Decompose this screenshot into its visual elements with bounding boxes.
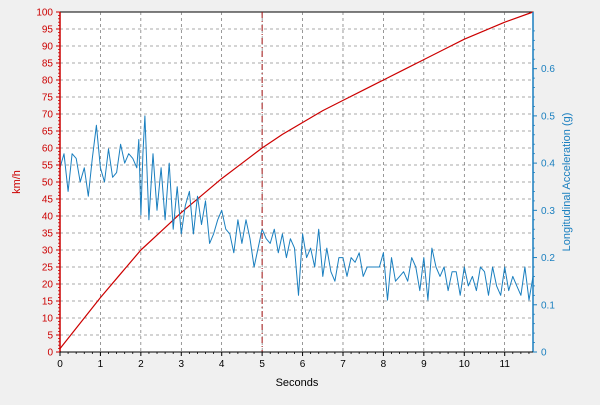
right-tick-label: 0.3 [541, 206, 555, 217]
right-tick-label: 0.1 [541, 300, 555, 311]
x-tick-label: 0 [57, 359, 63, 370]
left-tick-label: 45 [42, 195, 54, 206]
left-tick-label: 35 [42, 229, 54, 240]
right-tick-label: 0.5 [541, 111, 555, 122]
left-tick-label: 85 [42, 59, 54, 70]
x-tick-label: 11 [500, 359, 511, 370]
right-tick-label: 0 [541, 348, 547, 359]
left-tick-label: 70 [42, 110, 54, 121]
series-group [59, 11, 534, 349]
left-tick-label: 55 [42, 161, 54, 172]
x-tick-label: 10 [459, 359, 471, 370]
axes-group: 0510152025303540455055606570758085909510… [36, 8, 555, 371]
left-tick-label: 100 [36, 8, 53, 19]
left-tick-label: 95 [42, 25, 54, 36]
left-tick-label: 30 [42, 246, 54, 257]
speed-series-line [59, 11, 534, 349]
right-tick-label: 0.2 [541, 253, 555, 264]
left-tick-label: 40 [42, 212, 54, 223]
x-tick-label: 6 [300, 359, 306, 370]
right-tick-label: 0.6 [541, 64, 555, 75]
left-axis-label: km/h [11, 170, 23, 194]
x-tick-label: 1 [98, 359, 104, 370]
x-tick-label: 2 [138, 359, 144, 370]
left-tick-label: 75 [42, 93, 54, 104]
left-tick-label: 20 [42, 280, 54, 291]
left-tick-label: 25 [42, 263, 54, 274]
x-tick-label: 4 [219, 359, 225, 370]
x-tick-label: 8 [381, 359, 387, 370]
x-tick-label: 5 [259, 359, 265, 370]
left-tick-label: 5 [47, 331, 53, 342]
left-tick-label: 15 [42, 297, 54, 308]
left-tick-label: 0 [47, 348, 53, 359]
left-tick-label: 65 [42, 127, 54, 138]
right-tick-label: 0.4 [541, 159, 555, 170]
grid-lines [60, 12, 533, 352]
left-tick-label: 50 [42, 178, 54, 189]
x-axis-label: Seconds [276, 377, 319, 389]
x-tick-label: 9 [421, 359, 427, 370]
acceleration-series-line [59, 115, 534, 301]
x-tick-label: 7 [340, 359, 346, 370]
right-axis-label: Longitudinal Acceleration (g) [561, 113, 573, 252]
left-tick-label: 10 [42, 314, 54, 325]
left-tick-label: 90 [42, 42, 54, 53]
left-tick-label: 80 [42, 76, 54, 87]
left-tick-label: 60 [42, 144, 54, 155]
x-tick-label: 3 [179, 359, 185, 370]
